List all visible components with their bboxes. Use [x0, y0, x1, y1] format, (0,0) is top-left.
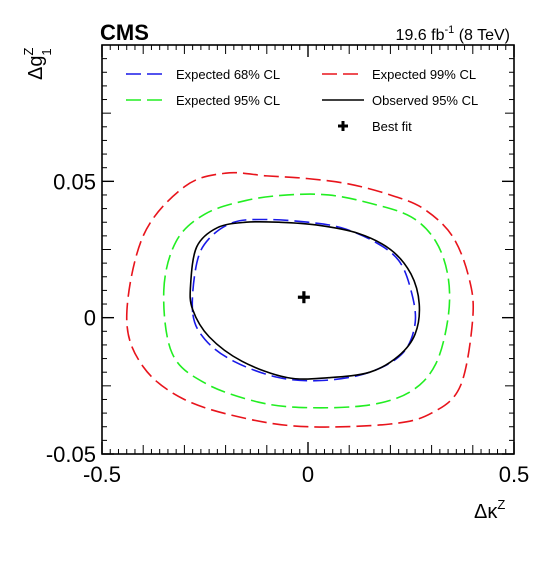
legend-label: Observed 95% CL	[372, 93, 478, 108]
y-axis-title-superscript: Z	[21, 48, 36, 56]
contour-lines	[125, 171, 475, 428]
y-tick-label: 0.05	[53, 169, 96, 194]
x-axis-title-superscript: Z	[497, 497, 505, 512]
contour-expected-95-cl	[162, 193, 451, 409]
axis-ticks: -0.5 0 0.5 -0.05 0 0.05	[46, 44, 530, 487]
x-tick-label: 0	[302, 462, 314, 487]
experiment-label: CMS	[100, 20, 149, 45]
legend-label: Expected 95% CL	[176, 93, 280, 108]
x-tick-label: -0.5	[83, 462, 121, 487]
contour-observed-95-cl	[189, 220, 421, 380]
y-axis-title-subscript: 1	[39, 48, 54, 55]
contour-expected-68-cl	[191, 218, 417, 382]
legend-label: Expected 99% CL	[372, 67, 476, 82]
legend: Expected 68% CL Expected 99% CL Expected 9…	[126, 67, 478, 134]
y-tick-label: -0.05	[46, 442, 96, 467]
contour-expected-99-cl	[125, 171, 475, 428]
x-axis-title-main: Δκ	[474, 501, 498, 523]
luminosity-exponent: -1	[444, 24, 454, 36]
luminosity-value: 19.6 fb	[396, 27, 445, 44]
best-fit-marker	[297, 291, 310, 304]
x-axis-title: ΔκZ	[474, 497, 505, 523]
luminosity-energy: (8 TeV)	[454, 27, 510, 44]
legend-label: Best fit	[372, 119, 412, 134]
y-axis-title: ΔgZ 1	[21, 48, 54, 80]
luminosity-label: 19.6 fb-1 (8 TeV)	[396, 24, 510, 44]
y-tick-label: 0	[84, 306, 96, 331]
y-axis-title-main: Δg	[25, 56, 47, 80]
legend-label: Expected 68% CL	[176, 67, 280, 82]
x-tick-label: 0.5	[499, 462, 530, 487]
